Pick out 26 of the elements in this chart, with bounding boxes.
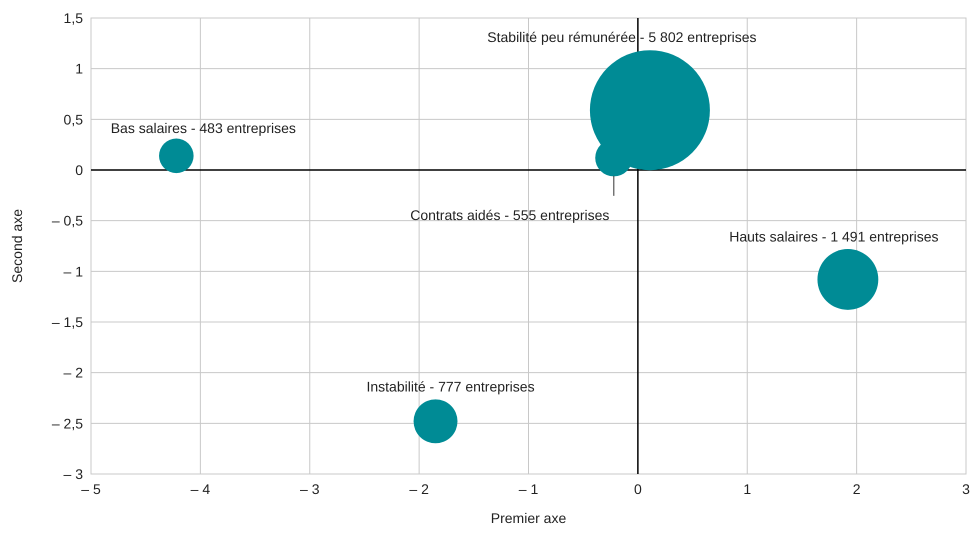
- x-tick-label: – 3: [300, 481, 320, 497]
- y-axis-title: Second axe: [9, 208, 25, 283]
- x-tick-label: 1: [743, 481, 752, 497]
- x-tick-label: – 5: [81, 481, 101, 497]
- x-tick-label: 3: [962, 481, 970, 497]
- y-tick-label: – 0,5: [52, 212, 84, 229]
- y-tick-label: – 2: [64, 364, 84, 381]
- y-tick-label: – 1,5: [52, 314, 84, 330]
- annotation: Stabilité peu rémunérée - 5 802 entreprises: [487, 29, 757, 46]
- x-tick-label: 0: [634, 481, 642, 497]
- y-tick-label: 1,5: [64, 10, 84, 26]
- y-tick-label: – 2,5: [52, 415, 84, 432]
- x-axis-title: Premier axe: [490, 510, 566, 526]
- y-tick-label: – 1: [64, 263, 84, 280]
- x-tick-label: – 1: [518, 481, 538, 497]
- x-tick-label: – 4: [190, 481, 210, 497]
- x-tick-label: 2: [852, 481, 861, 497]
- y-tick-label: 1: [75, 60, 84, 77]
- x-tick-label: – 2: [409, 481, 430, 497]
- annotation: Instabilité - 777 entreprises: [366, 378, 535, 394]
- y-tick-label: 0: [75, 162, 84, 178]
- y-tick-label: – 3: [64, 466, 84, 482]
- annotation: Hauts salaires - 1 491 entreprises: [729, 228, 939, 244]
- annotation: Contrats aidés - 555 entreprises: [410, 206, 610, 223]
- annotation: Bas salaires - 483 entreprises: [110, 120, 296, 136]
- y-tick-label: 0,5: [64, 111, 84, 128]
